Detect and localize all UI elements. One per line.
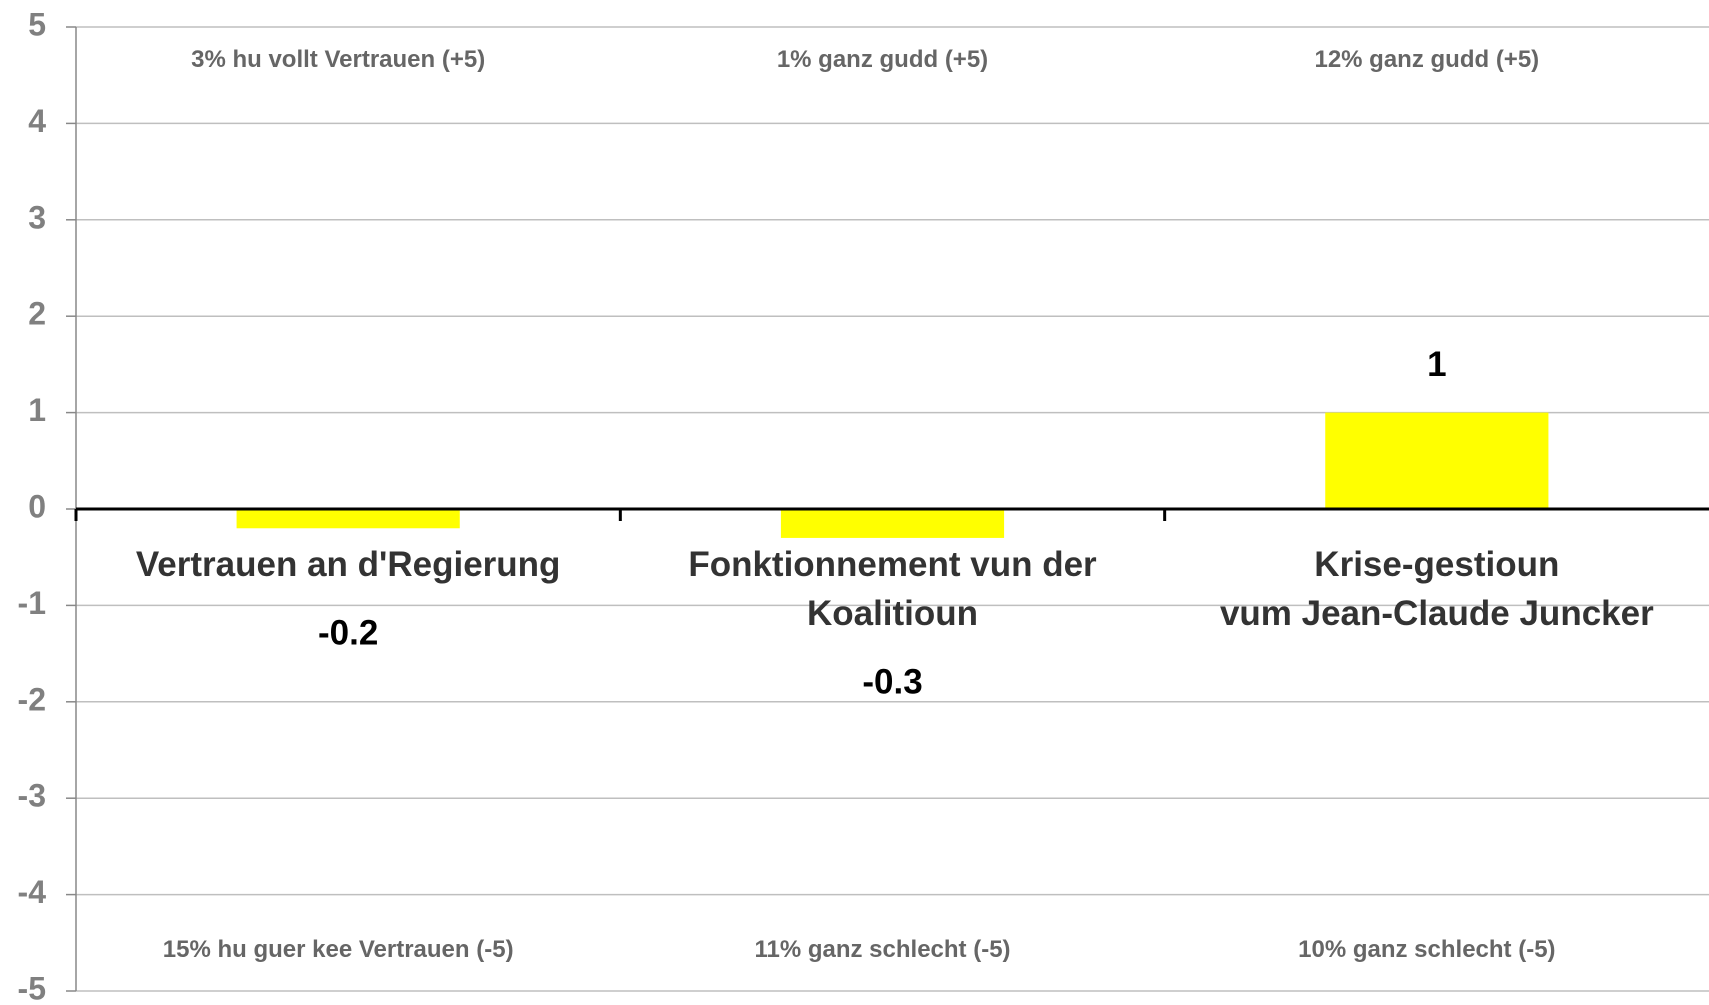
y-tick-label: 2 <box>28 296 46 332</box>
annotation-bottom: 15% hu guer kee Vertrauen (-5) <box>163 936 514 963</box>
bar <box>1325 412 1549 509</box>
y-tick-label: 3 <box>28 199 46 235</box>
value-label: -0.3 <box>862 662 922 701</box>
value-label: 1 <box>1427 345 1446 384</box>
y-tick-label: 4 <box>28 103 46 139</box>
y-tick-label: -1 <box>18 585 46 621</box>
category-label: Vertrauen an d'Regierung <box>136 545 561 584</box>
annotation-top: 1% ganz gudd (+5) <box>777 46 988 73</box>
bar <box>236 509 460 529</box>
category-label: Fonktionnement vun der Koalitioun <box>688 545 1097 633</box>
value-label: -0.2 <box>318 613 378 652</box>
annotation-top: 12% ganz gudd (+5) <box>1314 46 1539 73</box>
y-tick-label: -4 <box>18 874 47 910</box>
annotation-bottom: 10% ganz schlecht (-5) <box>1298 936 1555 963</box>
y-tick-label: -3 <box>18 778 46 814</box>
y-tick-label: 5 <box>28 6 46 42</box>
y-tick-label: -5 <box>18 970 46 1005</box>
y-tick-label: -2 <box>18 681 46 717</box>
annotation-bottom: 11% ganz schlecht (-5) <box>754 936 1010 963</box>
bar <box>780 509 1005 538</box>
annotation-top: 3% hu vollt Vertrauen (+5) <box>191 46 485 73</box>
category-label: Krise-gestioun vum Jean-Claude Juncker <box>1220 545 1654 633</box>
y-tick-label: 0 <box>28 488 46 524</box>
y-tick-label: 1 <box>28 392 46 428</box>
